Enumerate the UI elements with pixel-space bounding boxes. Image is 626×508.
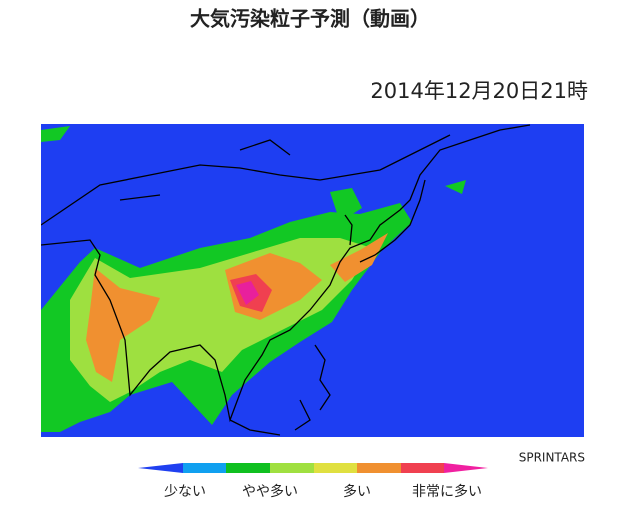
legend-swatch [226,463,270,473]
color-legend: 少ない やや多い 多い 非常に多い [138,463,488,500]
legend-swatch [314,463,357,473]
credit: SPRINTARS [519,451,585,465]
legend-label: やや多い [242,483,298,500]
legend-label: 非常に多い [412,483,482,500]
level-extreme [236,281,259,305]
legend-swatch [444,463,488,473]
map [41,124,584,437]
legend-swatch [270,463,314,473]
legend-label: 少ない [164,484,206,500]
level-high [86,233,388,382]
legend-swatch [357,463,401,473]
legend-label: 多い [343,483,371,500]
title: 大気汚染粒子予測（動画） [190,7,430,31]
legend-swatch [183,463,226,473]
legend-swatch [401,463,444,473]
coastlines [41,124,531,436]
timestamp: 2014年12月20日21時 [370,79,588,103]
legend-swatch [138,463,183,473]
